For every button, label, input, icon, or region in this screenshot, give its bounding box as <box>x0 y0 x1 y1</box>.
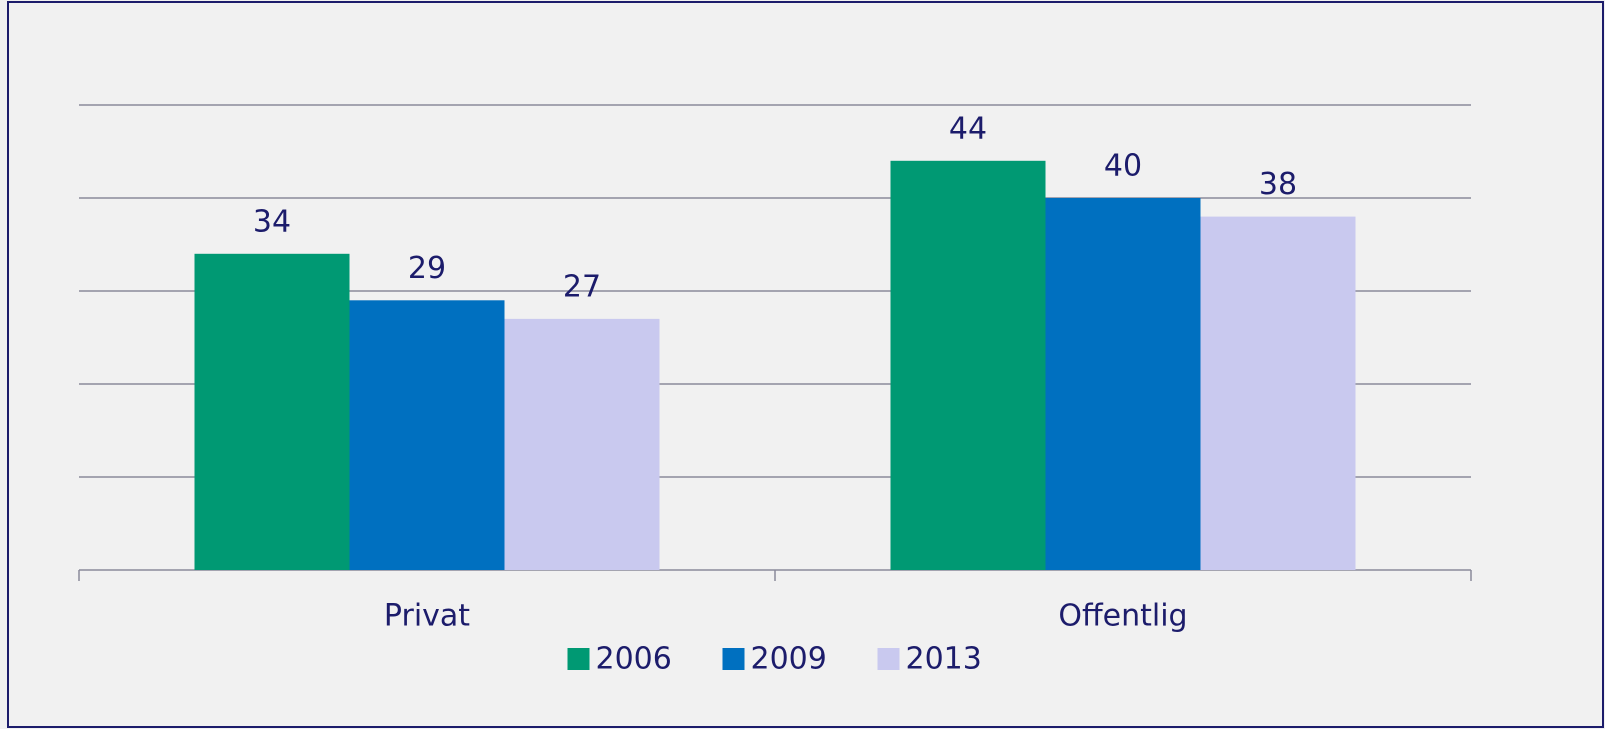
data-label: 27 <box>563 269 601 304</box>
legend-label: 2013 <box>906 642 982 677</box>
data-label: 44 <box>949 111 987 146</box>
legend-label: 2009 <box>751 642 827 677</box>
x-tick-label: Privat <box>384 599 470 634</box>
legend-swatch <box>722 648 745 670</box>
data-label: 34 <box>253 204 291 239</box>
legend-label: 2006 <box>596 642 672 677</box>
bar <box>1045 198 1201 570</box>
data-label: 40 <box>1104 149 1142 184</box>
bar <box>194 253 350 571</box>
bar <box>504 318 660 570</box>
data-label: 38 <box>1259 167 1297 202</box>
legend-swatch <box>567 648 590 670</box>
bar <box>890 160 1046 571</box>
legend-swatch <box>877 648 900 670</box>
data-label: 29 <box>408 251 446 286</box>
bar <box>349 300 505 570</box>
x-tick-label: Offentlig <box>1058 599 1187 634</box>
bar <box>1200 216 1356 570</box>
